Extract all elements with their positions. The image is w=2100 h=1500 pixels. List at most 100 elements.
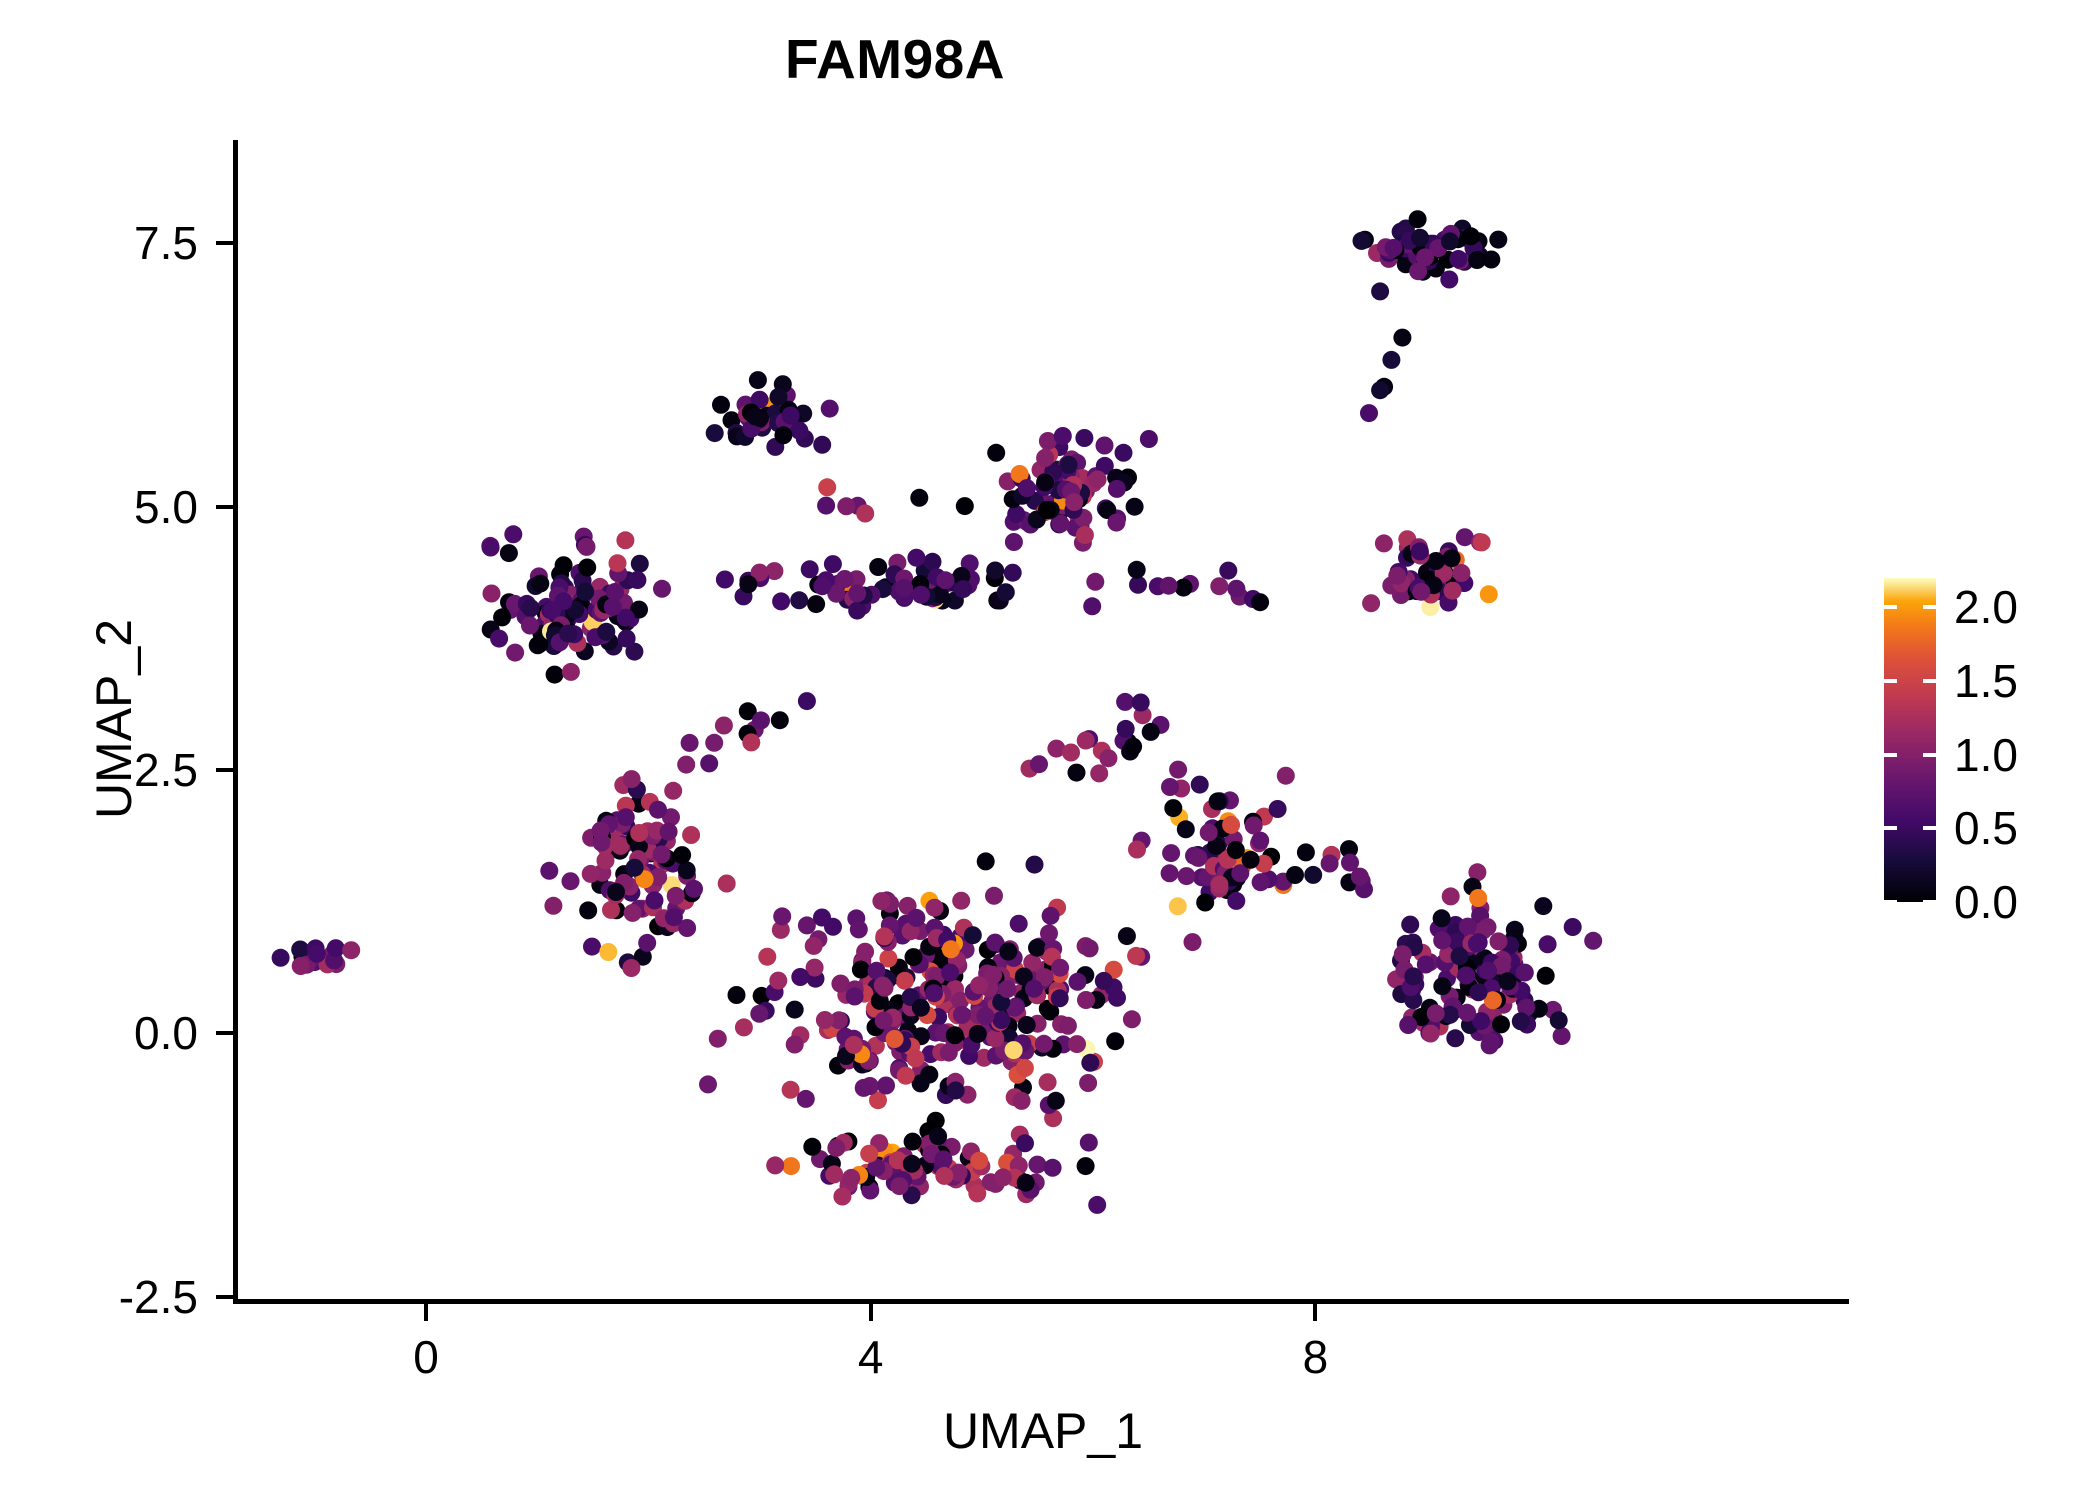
- scatter-point: [1517, 998, 1536, 1017]
- scatter-point: [1046, 1091, 1065, 1110]
- scatter-point: [867, 961, 886, 980]
- scatter-point: [1208, 792, 1227, 811]
- scatter-point: [800, 560, 819, 579]
- scatter-point: [854, 1078, 873, 1097]
- scatter-point: [1196, 893, 1215, 912]
- scatter-point: [1320, 854, 1339, 873]
- scatter-point: [879, 949, 898, 968]
- scatter-point: [996, 583, 1015, 602]
- scatter-point: [951, 991, 970, 1010]
- scatter-point: [771, 920, 790, 939]
- scatter-point: [994, 1168, 1012, 1187]
- legend-tick-mark: [1923, 752, 1936, 757]
- scatter-point: [664, 781, 683, 800]
- scatter-point: [1028, 938, 1046, 957]
- scatter-point: [1534, 897, 1553, 916]
- scatter-point: [1025, 979, 1043, 998]
- scatter-point: [1492, 956, 1511, 975]
- scatter-point: [559, 624, 578, 643]
- scatter-point: [1116, 692, 1135, 711]
- scatter-point: [1086, 572, 1105, 591]
- scatter-point: [1482, 250, 1501, 269]
- scatter-point: [596, 851, 615, 870]
- scatter-point: [929, 1127, 948, 1146]
- scatter-point: [849, 920, 868, 939]
- scatter-point: [945, 1026, 964, 1045]
- scatter-point: [954, 580, 973, 599]
- scatter-point: [911, 1074, 930, 1093]
- page-title: FAM98A: [785, 28, 1005, 90]
- scatter-point: [1038, 501, 1056, 519]
- x-tick-label: 8: [1302, 1331, 1329, 1383]
- scatter-point: [781, 406, 800, 425]
- scatter-point: [545, 665, 564, 684]
- scatter-point: [1227, 891, 1246, 910]
- scatter-point: [844, 1035, 863, 1054]
- scatter-point: [1083, 597, 1102, 616]
- plot-panel[interactable]: [237, 140, 1849, 1300]
- scatter-point: [902, 1154, 921, 1173]
- scatter-point: [766, 1156, 785, 1175]
- scatter-point: [1035, 968, 1054, 987]
- scatter-point: [629, 837, 648, 856]
- scatter-point: [1038, 432, 1057, 450]
- scatter-point: [907, 548, 926, 567]
- scatter-point: [1012, 1091, 1031, 1110]
- scatter-point: [622, 959, 641, 977]
- scatter-point: [804, 936, 823, 955]
- scatter-point: [1489, 932, 1508, 951]
- scatter-point: [1004, 533, 1023, 551]
- scatter-point: [622, 770, 641, 789]
- scatter-point: [490, 629, 509, 648]
- color-legend[interactable]: 2.0 1.5 1.0 0.5 0.0: [1884, 578, 2084, 925]
- legend-tick-mark: [1923, 605, 1936, 610]
- scatter-point: [1114, 443, 1133, 462]
- y-tick-label: 2.5: [134, 744, 198, 797]
- scatter-point: [1362, 594, 1381, 613]
- scatter-point: [1010, 465, 1029, 483]
- scatter-point: [851, 960, 870, 979]
- scatter-point: [630, 600, 648, 619]
- scatter-point: [856, 504, 875, 523]
- scatter-point: [827, 1138, 846, 1157]
- scatter-point: [1408, 210, 1427, 229]
- scatter-point: [1051, 958, 1070, 977]
- scatter-point: [1058, 1016, 1077, 1035]
- scatter-point: [986, 1029, 1005, 1048]
- scatter-point: [653, 579, 671, 598]
- scatter-point: [1360, 404, 1378, 423]
- scatter-point: [606, 583, 624, 601]
- scatter-point: [1038, 1073, 1057, 1092]
- scatter-point: [1222, 815, 1241, 834]
- scatter-point: [739, 575, 758, 594]
- scatter-point: [662, 808, 680, 827]
- scatter-point: [617, 629, 636, 648]
- scatter-point: [875, 927, 894, 946]
- scatter-point: [712, 395, 730, 414]
- scatter-point: [554, 592, 573, 611]
- scatter-point: [561, 872, 580, 891]
- scatter-point: [1177, 867, 1196, 886]
- scatter-point: [985, 886, 1003, 905]
- y-tick-label: 0.0: [134, 1007, 198, 1060]
- scatter-point: [903, 1132, 922, 1151]
- y-tick-mark: [216, 1294, 233, 1299]
- scatter-point: [791, 968, 810, 986]
- scatter-point: [1016, 1134, 1034, 1153]
- scatter-point: [592, 833, 611, 852]
- scatter-point: [1107, 513, 1126, 532]
- scatter-point: [1095, 436, 1114, 455]
- scatter-point: [1094, 971, 1113, 990]
- scatter-point: [482, 584, 501, 603]
- scatter-point: [835, 570, 854, 588]
- scatter-point: [1382, 350, 1401, 369]
- scatter-point: [1108, 988, 1126, 1007]
- scatter-point: [1122, 1010, 1141, 1029]
- scatter-point: [1515, 963, 1534, 982]
- scatter-point: [616, 608, 635, 627]
- scatter-point: [1341, 853, 1359, 872]
- scatter-point: [608, 554, 627, 573]
- scatter-point: [797, 692, 816, 711]
- scatter-point: [1340, 840, 1358, 859]
- scatter-point: [1210, 875, 1229, 894]
